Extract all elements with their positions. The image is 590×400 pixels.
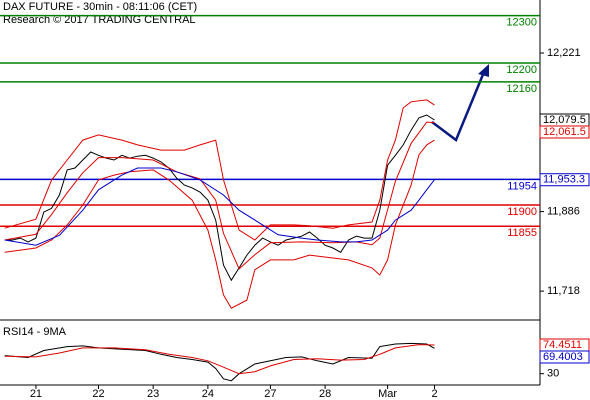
forecast-arrow <box>431 71 486 142</box>
y-tick-label: 11,886 <box>547 206 580 218</box>
series-line <box>4 342 435 382</box>
price-flag-label: 12,079.5 <box>543 114 586 126</box>
level-label: 11954 <box>507 180 537 192</box>
forecast-arrowhead <box>478 64 489 77</box>
level-label: 11900 <box>507 206 537 218</box>
chart-subtitle: Research © 2017 TRADING CENTRAL <box>3 14 196 26</box>
price-flag-label: 69.4003 <box>543 351 583 363</box>
level-label: 11855 <box>507 227 537 239</box>
price-flag <box>539 125 590 139</box>
x-tick-label: 24 <box>202 388 214 400</box>
series-line <box>4 167 435 246</box>
price-flag-label: 11,953.3 <box>543 174 585 186</box>
x-tick-label: 23 <box>147 388 159 400</box>
price-flag <box>539 350 590 364</box>
series-line <box>4 121 435 270</box>
series-line <box>4 344 435 375</box>
x-tick-label: 27 <box>264 388 276 400</box>
y-tick-label: 11,718 <box>547 285 580 297</box>
x-tick-label: 2 <box>431 388 437 400</box>
y-tick-label: 12,221 <box>547 47 581 59</box>
x-tick-label: 28 <box>319 388 331 400</box>
x-tick-label: 22 <box>92 388 104 400</box>
series-line <box>4 99 435 241</box>
x-tick-label: Mar <box>378 388 397 400</box>
y-tick-label: 30 <box>547 368 559 380</box>
rsi-title: RSI14 - 9MA <box>3 326 67 338</box>
price-flag <box>539 173 590 187</box>
price-flag-label: 12,061.5 <box>543 126 586 138</box>
level-label: 12300 <box>506 17 537 29</box>
series-line <box>4 139 435 309</box>
x-tick-label: 21 <box>30 388 42 400</box>
price-flag-label: 74.4511 <box>543 339 582 351</box>
level-label: 12200 <box>506 64 537 76</box>
level-label: 12160 <box>506 83 537 95</box>
chart-title: DAX FUTURE - 30min - 08:11:06 (CET) <box>3 1 197 13</box>
series-line <box>4 114 435 282</box>
